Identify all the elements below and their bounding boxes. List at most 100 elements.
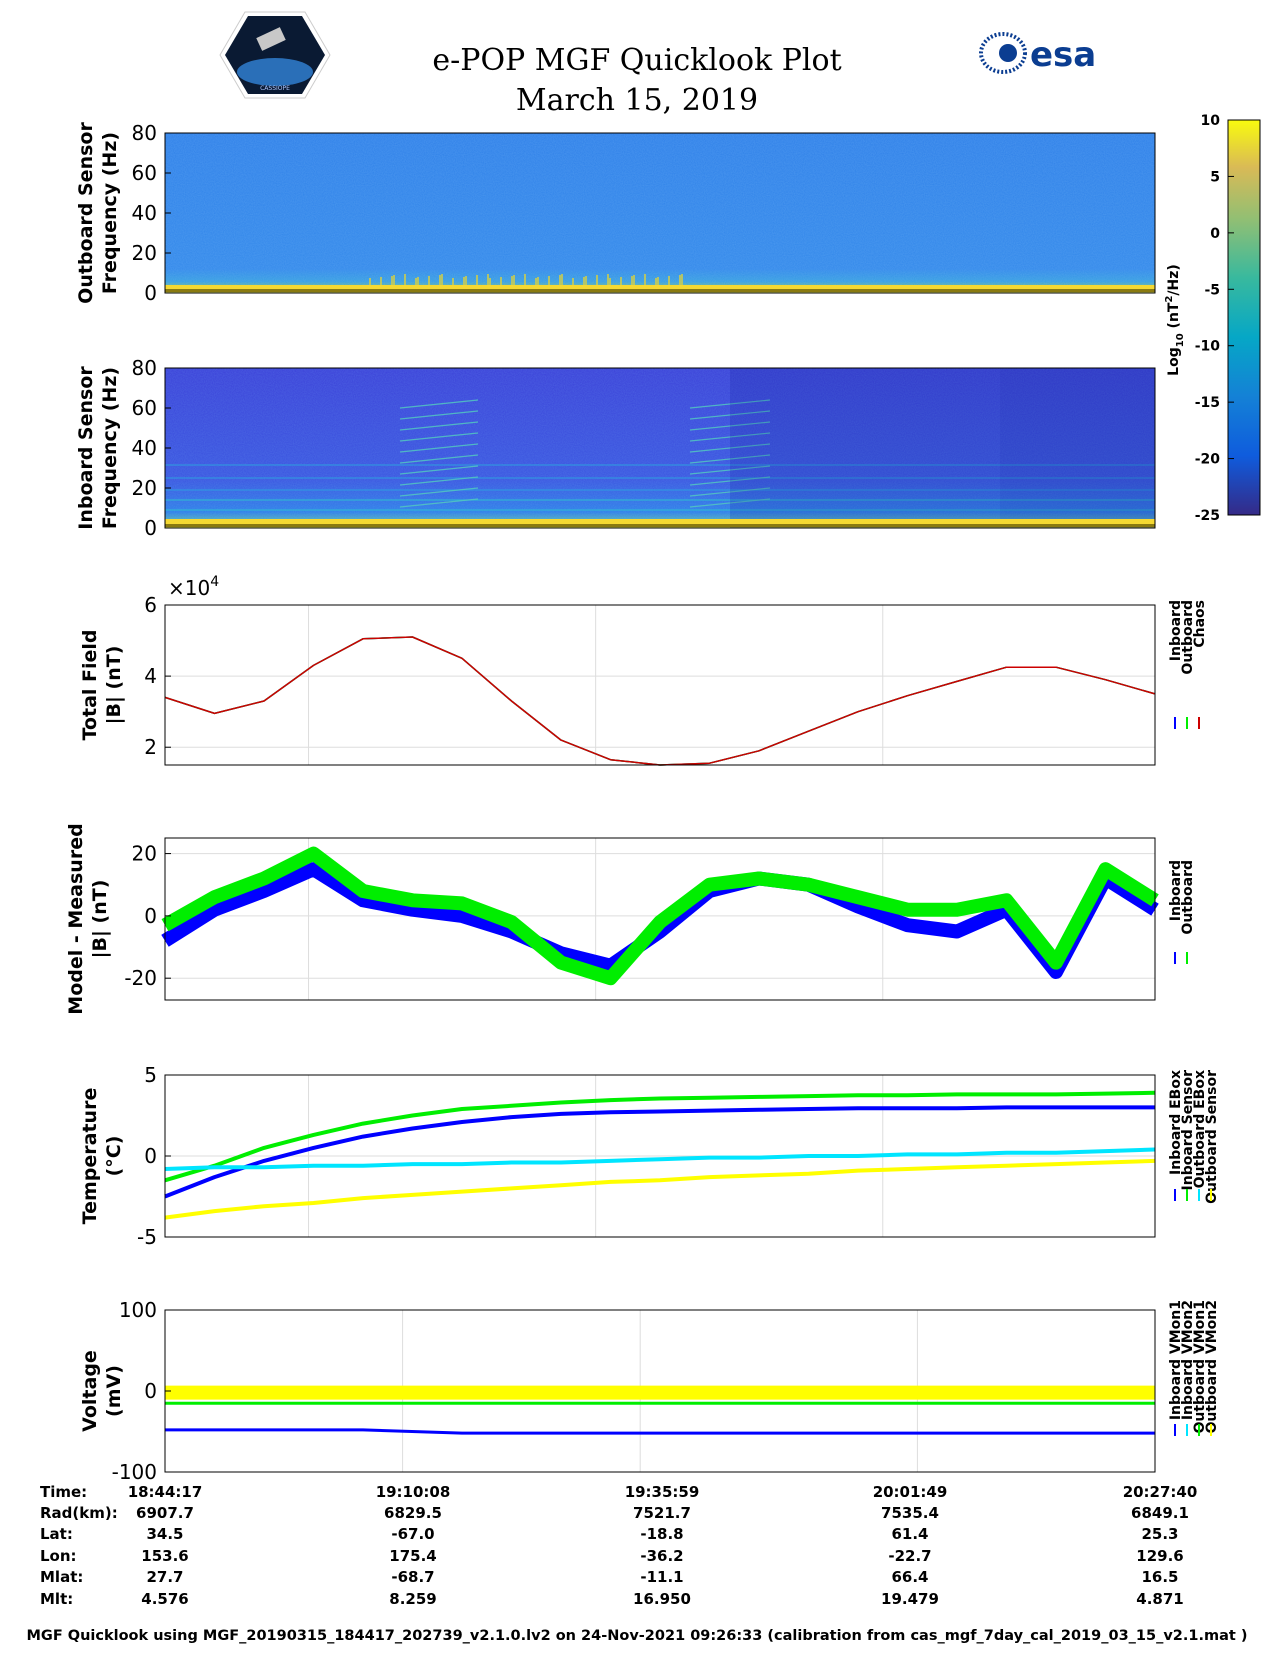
left-logo: CASSIOPE — [219, 11, 331, 99]
legend-entry: Outboard VMon2 — [1204, 1300, 1220, 1434]
panel-tick-label: 0 — [144, 904, 157, 928]
inboard-dc-band — [165, 524, 1155, 527]
outboard-low-freq-band — [165, 285, 1155, 289]
legend-entry: Outboard VMon1 — [1192, 1300, 1208, 1434]
info-cell: 175.4 — [389, 1547, 436, 1565]
info-cell: -11.1 — [640, 1568, 683, 1586]
series-inboard-ebox — [164, 1105, 1155, 1199]
colorbar: 10 5 0 -5 -10 -15 -20 -25 Log10 (nT2/Hz) — [1164, 113, 1261, 524]
series-inboard-sensor — [164, 1090, 1156, 1183]
inboard-whistler-line — [689, 421, 771, 431]
legend-entry: Chaos — [1192, 600, 1208, 648]
plot-title-line2: March 15, 2019 — [516, 83, 758, 118]
inboard-whistler-line — [399, 399, 479, 409]
colorbar-tick-label: 10 — [1201, 113, 1221, 129]
panel-tick-label: 2 — [144, 735, 157, 759]
inboard-low-freq-band — [165, 519, 1155, 524]
panel-ylabel-line2: (°C) — [103, 1136, 125, 1177]
panel-frame — [164, 837, 1156, 1001]
plot-title-line1: e-POP MGF Quicklook Plot — [432, 43, 841, 78]
inboard-whistler-line — [399, 498, 479, 508]
panel-ylabel-line1: Model - Measured — [65, 823, 87, 1014]
colorbar-tick-label: -5 — [1204, 282, 1220, 298]
panel-ylabel-line1: Voltage — [79, 1350, 101, 1432]
panel-ylabel-line1: Total Field — [79, 629, 101, 740]
info-cell: 27.7 — [146, 1568, 183, 1586]
panel-tick-label: 4 — [144, 664, 157, 688]
inboard-shade-region — [1000, 368, 1155, 528]
inboard-spectrogram — [165, 368, 1155, 528]
outboard-spectrogram-noise — [165, 133, 1155, 293]
colorbar-label: Log10 (nT2/Hz) — [1164, 264, 1186, 376]
spectrogram-axes-1: 80 60 40 20 0 Inboard Sensor Frequency (Hz) — [75, 356, 1156, 540]
spectrogram-tick-label: 0 — [144, 281, 157, 305]
colorbar-tick-label: -15 — [1195, 395, 1220, 411]
spectrogram-tick-label: 60 — [132, 161, 157, 185]
inboard-whistler-line — [399, 443, 479, 453]
esa-logo-text: esa — [1030, 35, 1096, 75]
inboard-whistler-line — [399, 487, 479, 497]
panel-tick-label: 6 — [144, 593, 157, 617]
info-cell: 7521.7 — [633, 1504, 691, 1522]
colorbar-ticks: 10 5 0 -5 -10 -15 -20 -25 — [1195, 113, 1234, 524]
info-cell: 6849.1 — [1131, 1504, 1189, 1522]
info-cell: -36.2 — [640, 1547, 683, 1565]
outboard-dc-band — [165, 289, 1155, 292]
legend-entry: Inboard — [1168, 600, 1184, 661]
info-cell: 19.479 — [881, 1590, 939, 1608]
inboard-spectrogram-noise — [165, 368, 1155, 528]
panel-tick-label: 0 — [144, 1144, 157, 1168]
legend-entry: Outboard — [1180, 860, 1196, 935]
colorbar-tick-label: 0 — [1210, 226, 1220, 242]
info-row-label: Time: — [40, 1483, 87, 1501]
info-cell: 129.6 — [1136, 1547, 1183, 1565]
inboard-whistler-line — [689, 476, 771, 486]
esa-logo: esa — [979, 32, 1096, 75]
inboard-whistler-line — [399, 465, 479, 475]
inboard-whistler-line — [399, 410, 479, 420]
inboard-whistler-line — [399, 421, 479, 431]
panel-tick-label: 20 — [132, 842, 157, 866]
footer-text: MGF Quicklook using MGF_20190315_184417_… — [26, 1628, 1247, 1644]
info-row-label: Mlt: — [40, 1590, 73, 1608]
info-cell: -22.7 — [888, 1547, 931, 1565]
panel-ylabel-line2: |B| (nT) — [103, 646, 125, 725]
colorbar-tick-label: -10 — [1195, 339, 1221, 355]
info-cell: 6829.5 — [384, 1504, 442, 1522]
panel-tick-label: -5 — [137, 1225, 157, 1249]
info-cell: 19:35:59 — [625, 1483, 700, 1501]
spectrogram-tick-label: 20 — [132, 476, 157, 500]
info-cell: -68.7 — [391, 1568, 434, 1586]
info-cell: 25.3 — [1141, 1525, 1178, 1543]
info-cell: 16.950 — [633, 1590, 691, 1608]
panel-tick-label: 5 — [144, 1063, 157, 1087]
legend-entry: Inboard EBox — [1168, 1070, 1184, 1175]
info-cell: 4.871 — [1136, 1590, 1183, 1608]
outboard-wave-features — [369, 274, 683, 285]
inboard-shade-region — [730, 368, 1000, 528]
info-row-label: Rad(km): — [40, 1504, 118, 1522]
inboard-whistler-line — [689, 410, 771, 420]
panel-ylabel-line2: (mV) — [103, 1365, 125, 1417]
panel-tick-label: -100 — [112, 1460, 157, 1484]
info-cell: 20:01:49 — [873, 1483, 948, 1501]
outboard-spectrogram — [165, 133, 1155, 293]
inboard-whistler-line — [689, 465, 771, 475]
inboard-whistler-line — [689, 399, 771, 409]
info-cell: 34.5 — [146, 1525, 183, 1543]
inboard-whistler-line — [689, 443, 771, 453]
exponent-label: ×104 — [168, 574, 219, 600]
left-logo-text: CASSIOPE — [260, 85, 290, 92]
info-cell: 19:10:08 — [376, 1483, 451, 1501]
series-outboard — [161, 846, 1159, 986]
colorbar-tick-label: -20 — [1195, 452, 1221, 468]
inboard-whistler-line — [399, 432, 479, 442]
colorbar-tick-label: 5 — [1210, 169, 1220, 185]
info-row-label: Mlat: — [40, 1568, 83, 1586]
info-cell: 4.576 — [141, 1590, 188, 1608]
legend-entry: Inboard VMon2 — [1180, 1300, 1196, 1420]
spectrogram-ylabel-line2: Frequency (Hz) — [99, 367, 121, 529]
